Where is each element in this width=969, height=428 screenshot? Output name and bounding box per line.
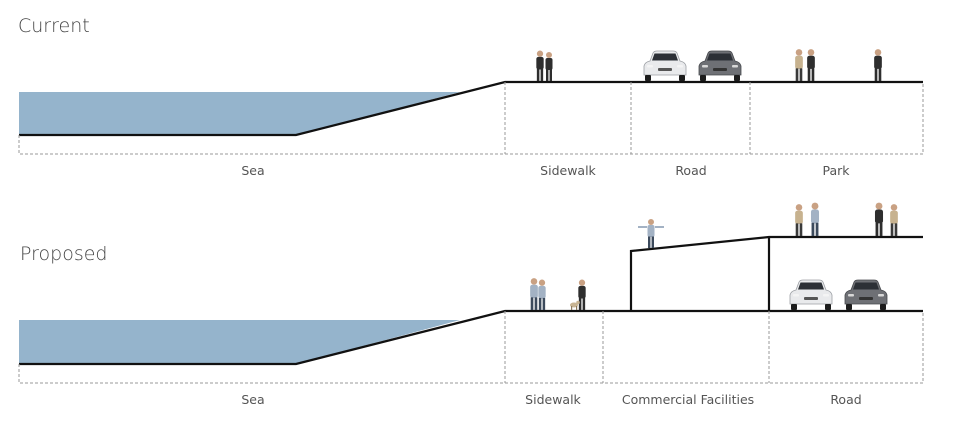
current-zone-label-sidewalk: Sidewalk (540, 163, 596, 178)
pedestrian-figure-icon (890, 204, 898, 236)
car-icon (844, 279, 888, 311)
proposed-section-title: Proposed (20, 243, 107, 265)
current-zone-label-park: Park (822, 163, 850, 178)
proposed-sea-water (19, 320, 460, 364)
current-sea-water (19, 92, 460, 135)
pedestrian-figure-icon (795, 49, 803, 81)
proposed-zone-label-commercial: Commercial Facilities (622, 392, 754, 407)
car-icon (698, 50, 742, 82)
pedestrian-figure-icon (530, 278, 538, 310)
proposed-section: Proposed Sea Sidewalk Commercial Facilit… (18, 202, 924, 407)
pedestrian-figure-icon (545, 52, 553, 81)
pedestrian-figure-icon (795, 204, 803, 236)
current-section: Current Sea Sidewalk Road Park (18, 15, 924, 178)
proposed-zone-label-road: Road (830, 392, 861, 407)
car-icon (643, 50, 687, 82)
current-ground-line (19, 80, 923, 137)
proposed-zone-label-sea: Sea (241, 392, 264, 407)
pedestrian-figure-icon (578, 279, 586, 310)
pedestrian-figure-icon (807, 49, 815, 81)
pedestrian-figure-icon (874, 202, 884, 236)
pedestrian-figure-icon (638, 219, 664, 248)
car-icon (789, 279, 833, 311)
proposed-ground-line (19, 309, 923, 366)
current-zone-outlines (18, 82, 924, 155)
dog-icon (570, 300, 580, 310)
proposed-zone-outlines (18, 311, 924, 384)
pedestrian-figure-icon (538, 279, 546, 310)
pedestrian-figure-icon (810, 202, 820, 236)
pedestrian-figure-icon (536, 50, 544, 81)
current-zone-label-road: Road (675, 163, 706, 178)
current-section-title: Current (18, 15, 90, 37)
proposed-zone-label-sidewalk: Sidewalk (525, 392, 581, 407)
pedestrian-figure-icon (874, 49, 882, 81)
current-zone-label-sea: Sea (241, 163, 264, 178)
proposed-commercial-roof (629, 235, 923, 311)
